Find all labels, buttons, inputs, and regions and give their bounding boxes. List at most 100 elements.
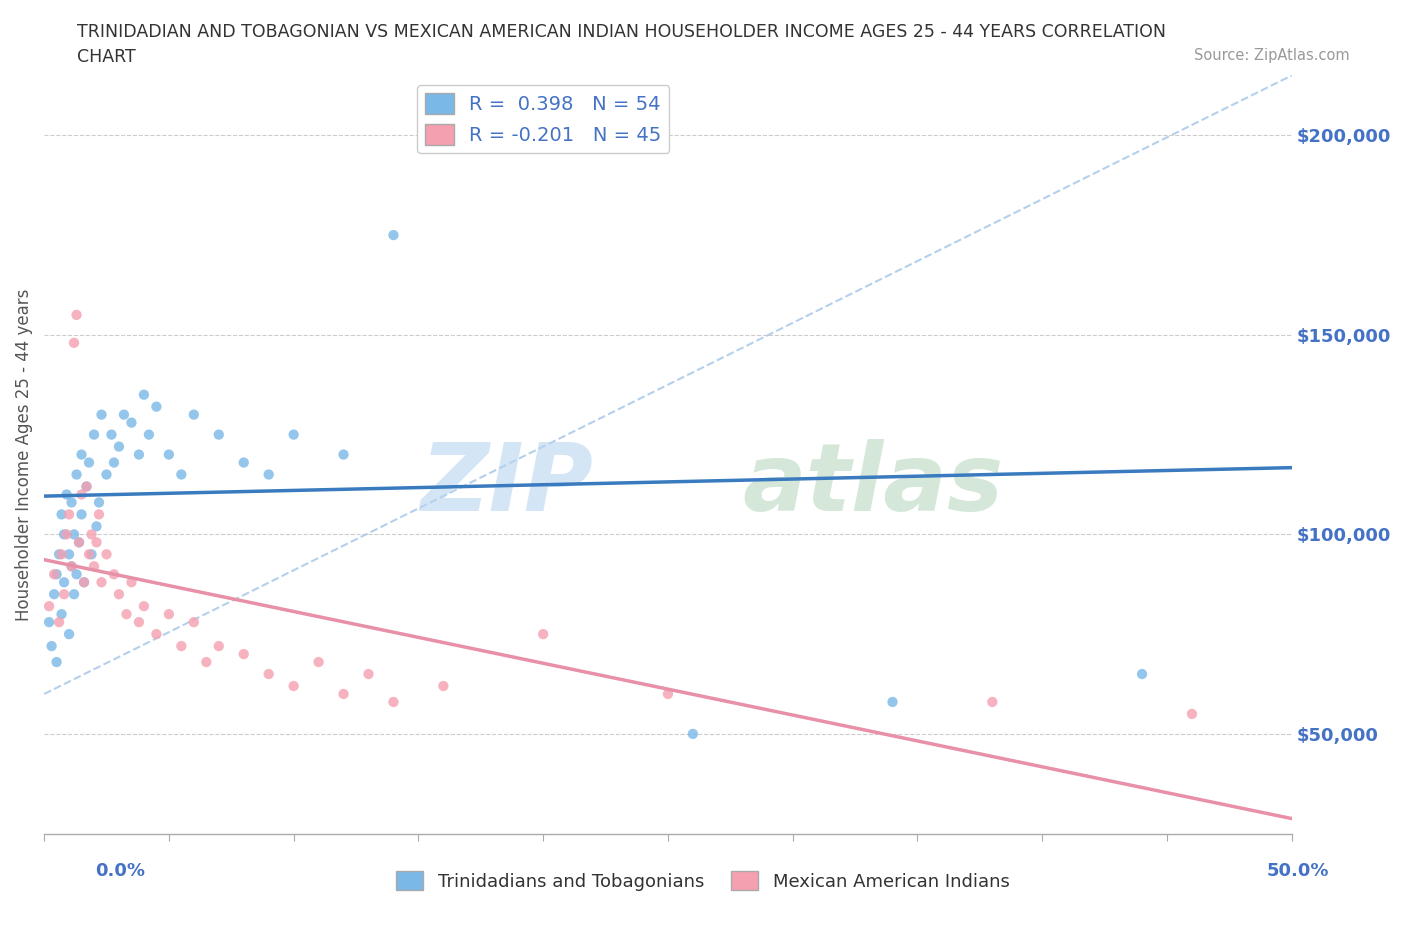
Point	[51, 547, 73, 562]
Point	[48, 615, 70, 630]
Point	[55, 527, 77, 542]
Point	[531, 627, 554, 642]
Point	[76, 479, 98, 494]
Point	[108, 439, 131, 454]
Point	[232, 455, 254, 470]
Point	[157, 606, 180, 621]
Point	[981, 695, 1004, 710]
Point	[67, 535, 90, 550]
Point	[96, 467, 118, 482]
Point	[87, 507, 110, 522]
Point	[65, 566, 87, 581]
Point	[96, 547, 118, 562]
Point	[357, 667, 380, 682]
Point	[170, 639, 193, 654]
Text: CHART: CHART	[77, 48, 136, 66]
Text: 0.0%: 0.0%	[96, 862, 146, 881]
Point	[60, 495, 83, 510]
Text: atlas: atlas	[742, 439, 1004, 531]
Point	[120, 415, 142, 430]
Point	[232, 646, 254, 661]
Point	[132, 387, 155, 402]
Text: TRINIDADIAN AND TOBAGONIAN VS MEXICAN AMERICAN INDIAN HOUSEHOLDER INCOME AGES 25: TRINIDADIAN AND TOBAGONIAN VS MEXICAN AM…	[77, 23, 1167, 41]
Point	[183, 615, 205, 630]
Point	[53, 587, 76, 602]
Point	[115, 606, 138, 621]
Point	[86, 519, 108, 534]
Point	[65, 467, 87, 482]
Point	[42, 587, 65, 602]
Point	[482, 48, 505, 63]
Point	[76, 479, 98, 494]
Point	[86, 535, 108, 550]
Point	[103, 566, 125, 581]
Point	[70, 507, 93, 522]
Point	[63, 336, 86, 351]
Point	[73, 575, 96, 590]
Point	[108, 587, 131, 602]
Point	[382, 228, 405, 243]
Point	[183, 407, 205, 422]
Point	[58, 627, 80, 642]
Point	[53, 575, 76, 590]
Point	[45, 655, 67, 670]
Point	[60, 559, 83, 574]
Point	[257, 667, 280, 682]
Point	[58, 507, 80, 522]
Legend: Trinidadians and Tobagonians, Mexican American Indians: Trinidadians and Tobagonians, Mexican Am…	[389, 863, 1017, 897]
Point	[70, 447, 93, 462]
Point	[103, 455, 125, 470]
Point	[48, 547, 70, 562]
Point	[67, 535, 90, 550]
Point	[65, 308, 87, 323]
Point	[83, 559, 105, 574]
Point	[80, 547, 103, 562]
Point	[132, 599, 155, 614]
Point	[283, 679, 305, 694]
Point	[70, 487, 93, 502]
Point	[63, 587, 86, 602]
Text: ZIP: ZIP	[420, 439, 593, 531]
Point	[38, 615, 60, 630]
Point	[53, 527, 76, 542]
Point	[51, 507, 73, 522]
Point	[432, 679, 454, 694]
Point	[128, 615, 150, 630]
Point	[283, 427, 305, 442]
Point	[382, 695, 405, 710]
Point	[55, 487, 77, 502]
Point	[73, 575, 96, 590]
Point	[1130, 667, 1153, 682]
Point	[128, 447, 150, 462]
Point	[45, 566, 67, 581]
Point	[170, 467, 193, 482]
Point	[77, 547, 100, 562]
Point	[100, 427, 122, 442]
Point	[657, 686, 679, 701]
Point	[60, 559, 83, 574]
Point	[208, 639, 231, 654]
Point	[58, 547, 80, 562]
Point	[145, 399, 167, 414]
Point	[195, 655, 218, 670]
Point	[42, 566, 65, 581]
Point	[51, 606, 73, 621]
Point	[145, 627, 167, 642]
Point	[1181, 707, 1204, 722]
Point	[112, 407, 135, 422]
Point	[157, 447, 180, 462]
Point	[90, 575, 112, 590]
Point	[41, 639, 63, 654]
Y-axis label: Householder Income Ages 25 - 44 years: Householder Income Ages 25 - 44 years	[15, 288, 32, 620]
Point	[308, 655, 330, 670]
Point	[332, 686, 354, 701]
Point	[38, 599, 60, 614]
Point	[882, 695, 904, 710]
Point	[63, 527, 86, 542]
Point	[77, 455, 100, 470]
Point	[83, 427, 105, 442]
Legend: R =  0.398   N = 54, R = -0.201   N = 45: R = 0.398 N = 54, R = -0.201 N = 45	[418, 86, 669, 153]
Text: Source: ZipAtlas.com: Source: ZipAtlas.com	[1194, 48, 1350, 63]
Point	[257, 467, 280, 482]
Point	[80, 527, 103, 542]
